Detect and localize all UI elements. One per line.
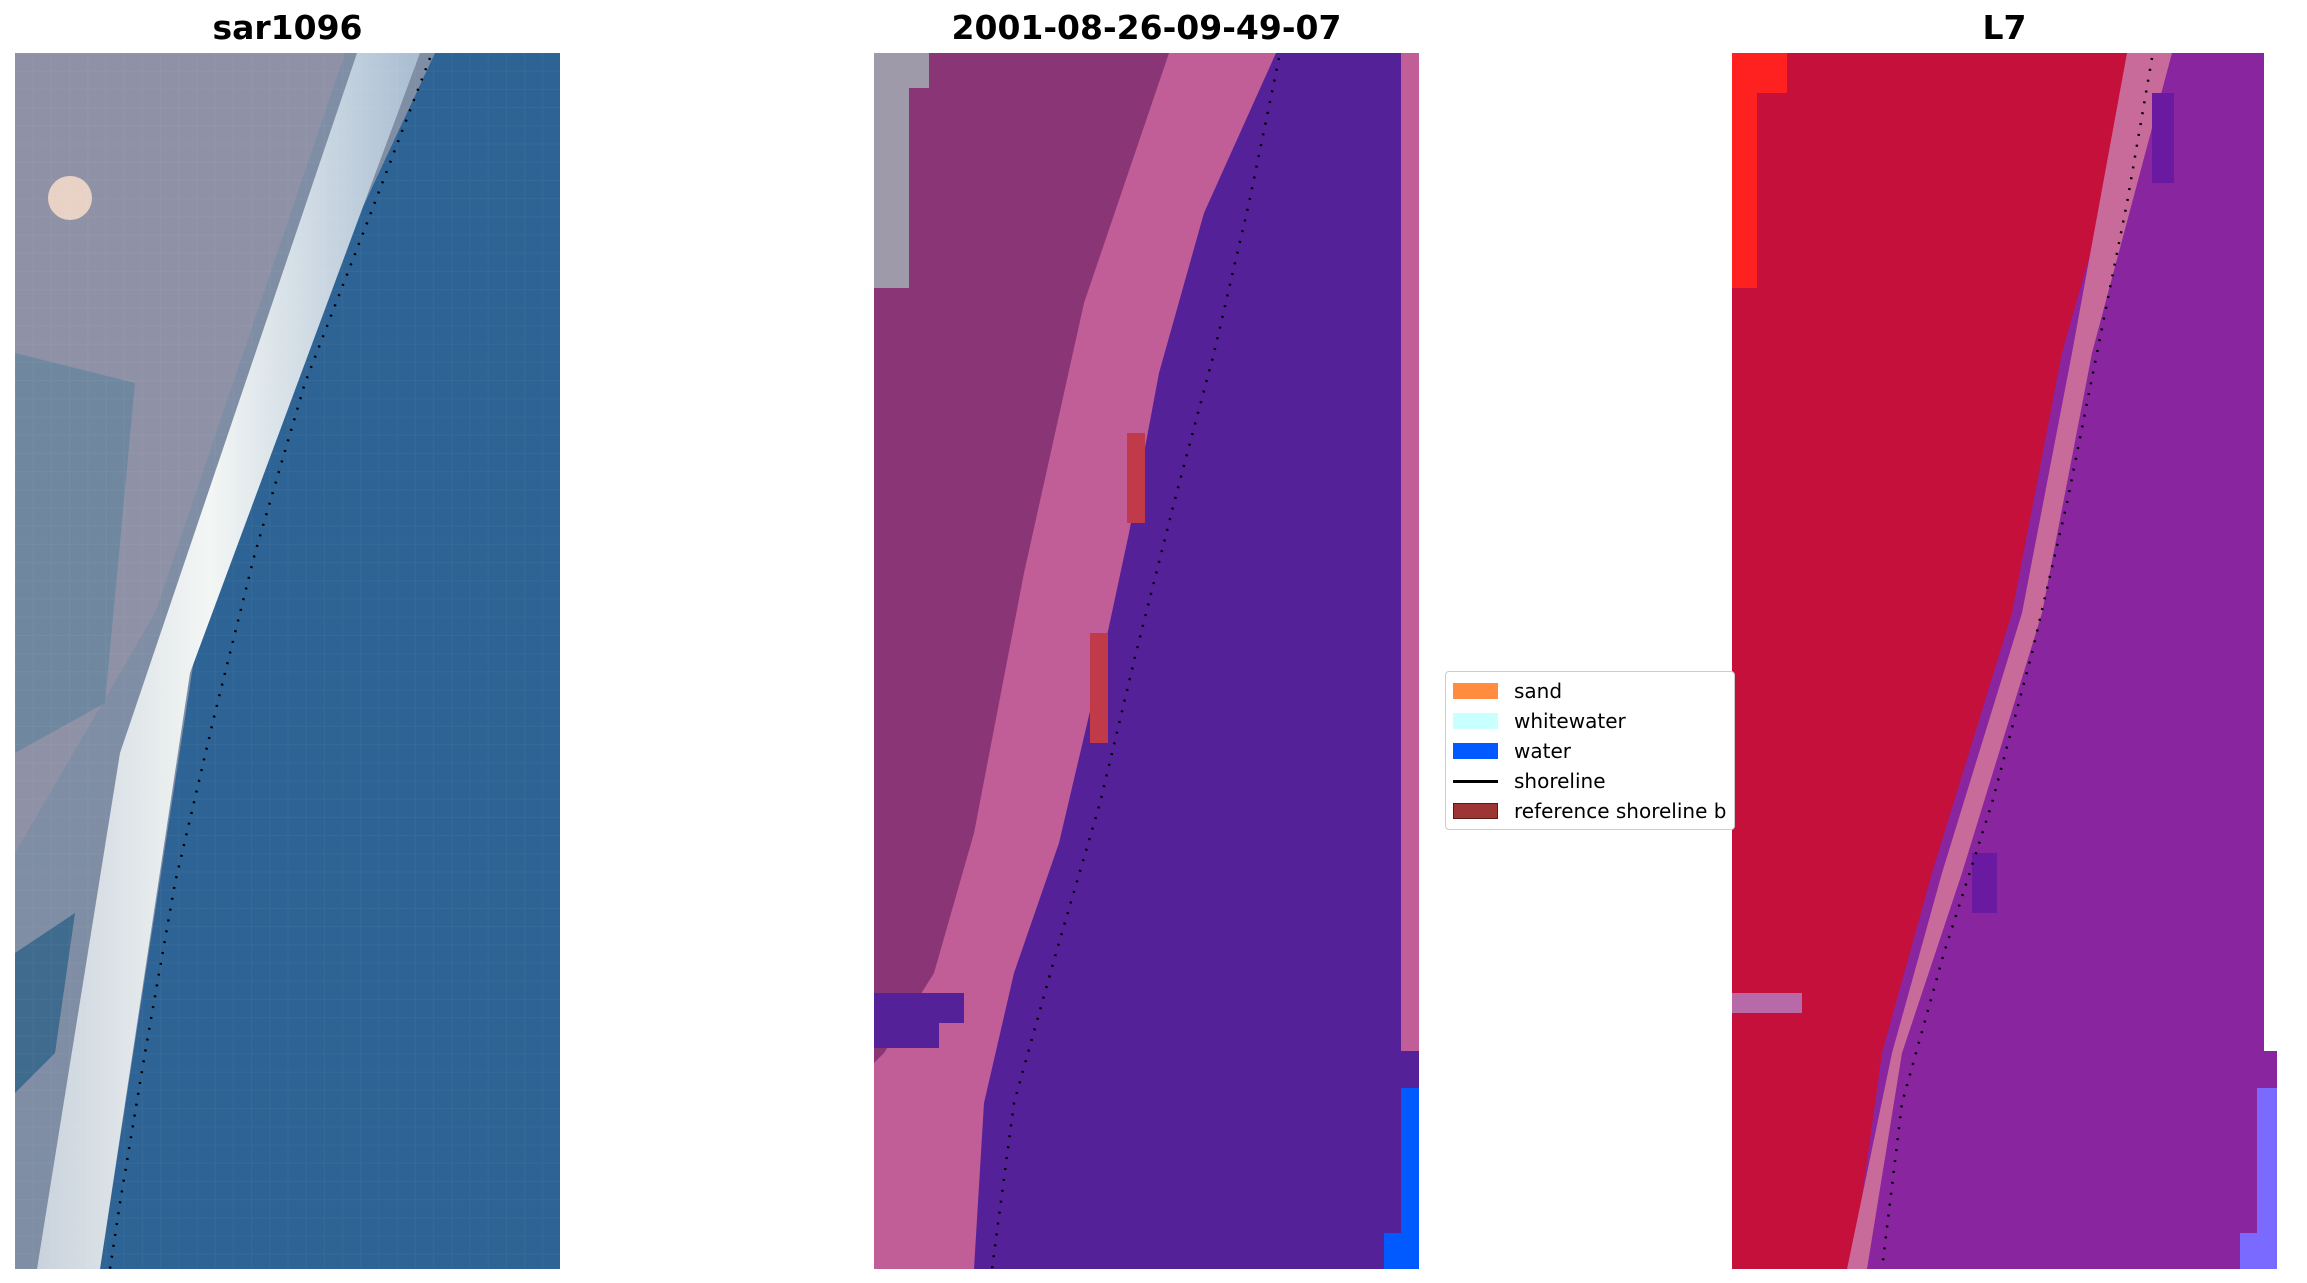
legend-label: shoreline [1514, 769, 1606, 793]
legend-item-reference-shoreline: reference shoreline b [1446, 796, 1734, 826]
false-color-image [1732, 53, 2277, 1269]
rgb-satellite-image [15, 53, 560, 1269]
legend-item-whitewater: whitewater [1446, 706, 1734, 736]
legend-swatch-whitewater [1453, 713, 1498, 729]
classified-image [874, 53, 1419, 1269]
panel-title-l7: L7 [1982, 8, 2027, 47]
legend-swatch-water [1453, 743, 1498, 759]
legend-item-shoreline: shoreline [1446, 766, 1734, 796]
legend-item-sand: sand [1446, 676, 1734, 706]
legend-item-water: water [1446, 736, 1734, 766]
legend-label: sand [1514, 679, 1563, 703]
legend-line-shoreline [1453, 780, 1498, 783]
legend-label: water [1514, 739, 1571, 763]
panel-title-rgb: sar1096 [212, 8, 363, 47]
legend-label: whitewater [1514, 709, 1626, 733]
legend-swatch-sand [1453, 683, 1498, 699]
panel-title-classified: 2001-08-26-09-49-07 [951, 8, 1342, 47]
legend: sand whitewater water shoreline referenc… [1445, 671, 1735, 830]
legend-label: reference shoreline b [1514, 799, 1727, 823]
legend-swatch-reference-shoreline [1453, 803, 1498, 819]
